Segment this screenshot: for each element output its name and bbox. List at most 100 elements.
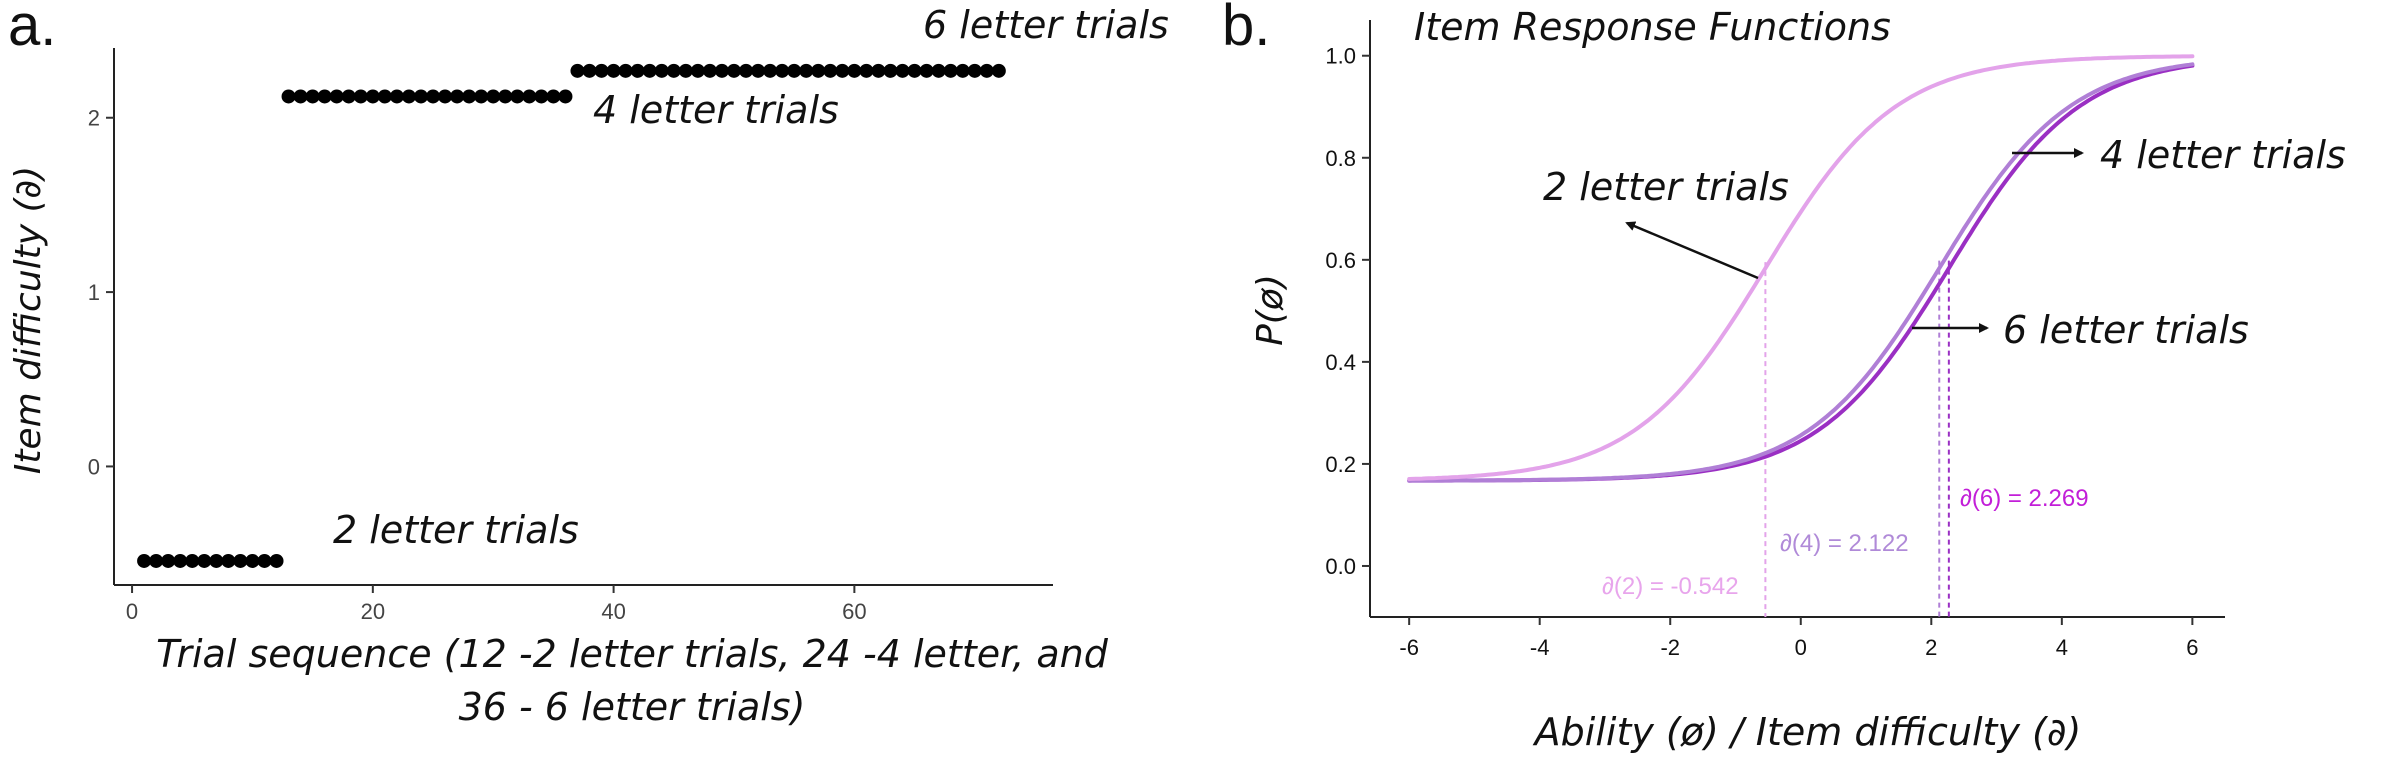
panel-b-y-tick-label: 0.4 (1325, 350, 1356, 375)
panel-b-x-tick-label: 4 (2056, 635, 2068, 660)
trial-point (823, 63, 838, 78)
panel-a-x-tick-label: 40 (601, 599, 625, 624)
trial-point (811, 63, 826, 78)
trial-point (161, 553, 176, 568)
panel-a-y-tick-label: 2 (88, 106, 100, 131)
trial-point (534, 89, 549, 104)
panel-a-points (137, 63, 1006, 568)
trial-point (558, 89, 573, 104)
trial-point (438, 89, 453, 104)
panel-b-y-tick-label: 0.8 (1325, 146, 1356, 171)
panel-b-y-tick-label: 0.2 (1325, 452, 1356, 477)
panel-b-difficulty-markers (1764, 260, 1950, 617)
trial-point (943, 63, 958, 78)
panel-a: a. 0 1 2 0 20 40 60 Item difficulty (∂) Trial… (8, 0, 1169, 729)
trial-point (907, 63, 922, 78)
trial-point (787, 63, 802, 78)
trial-point (149, 553, 164, 568)
trial-point (233, 553, 248, 568)
panel-a-y-label: Item difficulty (∂) (8, 166, 49, 474)
trial-point (329, 89, 344, 104)
trial-point (486, 89, 501, 104)
panel-b-y-tick-label: 0.6 (1325, 248, 1356, 273)
trial-point (775, 63, 790, 78)
trial-point (751, 63, 766, 78)
panel-b-label: b. (1222, 0, 1270, 58)
trial-point (401, 89, 416, 104)
trial-point (209, 553, 224, 568)
trial-point (726, 63, 741, 78)
trial-point (690, 63, 705, 78)
irf-curve (1407, 62, 2195, 483)
panel-a-x-tick-label: 20 (361, 599, 385, 624)
panel-b-x-tick-label: -6 (1399, 635, 1419, 660)
panel-b-curves (1407, 54, 2195, 483)
trial-point (666, 63, 681, 78)
trial-point (365, 89, 380, 104)
trial-point (702, 63, 717, 78)
trial-point (979, 63, 994, 78)
panel-b-x-label: Ability (ø) / Item difficulty (∂) (1532, 710, 2082, 754)
panel-a-x-ticks: 0 20 40 60 (126, 585, 867, 624)
irf-curve (1407, 54, 2195, 481)
trial-point (763, 63, 778, 78)
panel-b: b. 0.0 0.2 0.4 0.6 0.8 1.0 -6 -4 -2 0 2 4 6 Item Re… (1222, 0, 2346, 754)
trial-point (197, 553, 212, 568)
panel-a-label: a. (8, 0, 56, 58)
trial-point (618, 63, 633, 78)
panel-a-annotation-2-letter: 2 letter trials (333, 508, 579, 552)
trial-point (341, 89, 356, 104)
trial-point (305, 89, 320, 104)
trial-point (847, 63, 862, 78)
trial-point (714, 63, 729, 78)
panel-a-x-label-line1: Trial sequence (12 -2 letter trials, 24 … (156, 632, 1109, 676)
trial-point (678, 63, 693, 78)
panel-a-y-tick-label: 0 (88, 454, 100, 479)
trial-point (955, 63, 970, 78)
trial-point (450, 89, 465, 104)
trial-point (413, 89, 428, 104)
trial-point (799, 63, 814, 78)
arrow-2-letter (1625, 221, 1759, 280)
trial-point (389, 89, 404, 104)
trial-point (462, 89, 477, 104)
trial-point (895, 63, 910, 78)
panel-a-y-tick-label: 1 (88, 280, 100, 305)
trial-point (546, 89, 561, 104)
trial-point (642, 63, 657, 78)
panel-b-annotation-6-letter: 6 letter trials (2003, 308, 2249, 352)
panel-a-y-ticks: 0 1 2 (88, 106, 114, 479)
trial-point (269, 553, 284, 568)
panel-b-annotation-2-letter: 2 letter trials (1543, 165, 1789, 209)
trial-point (522, 89, 537, 104)
trial-point (426, 89, 441, 104)
panel-a-x-label-line2: 36 - 6 letter trials) (459, 685, 806, 729)
panel-b-y-ticks: 0.0 0.2 0.4 0.6 0.8 1.0 (1325, 44, 1370, 579)
trial-point (883, 63, 898, 78)
trial-point (654, 63, 669, 78)
trial-point (281, 89, 296, 104)
difficulty-label-6: ∂(6) = 2.269 (1960, 485, 2089, 512)
difficulty-label-4: ∂(4) = 2.122 (1780, 530, 1909, 557)
trial-point (353, 89, 368, 104)
trial-point (630, 63, 645, 78)
trial-point (377, 89, 392, 104)
trial-point (245, 553, 260, 568)
trial-point (739, 63, 754, 78)
panel-b-x-tick-label: 2 (1925, 635, 1937, 660)
panel-b-x-tick-label: 6 (2186, 635, 2198, 660)
trial-point (931, 63, 946, 78)
difficulty-label-2: ∂(2) = -0.542 (1602, 573, 1739, 600)
trial-point (317, 89, 332, 104)
trial-point (835, 63, 850, 78)
trial-point (510, 89, 525, 104)
trial-point (991, 63, 1006, 78)
panel-b-y-tick-label: 1.0 (1325, 44, 1356, 69)
panel-b-x-tick-label: -2 (1660, 635, 1680, 660)
trial-point (859, 63, 874, 78)
panel-b-x-ticks: -6 -4 -2 0 2 4 6 (1399, 617, 2198, 660)
panel-b-annotation-4-letter: 4 letter trials (2100, 133, 2346, 177)
trial-point (582, 63, 597, 78)
trial-point (570, 63, 585, 78)
